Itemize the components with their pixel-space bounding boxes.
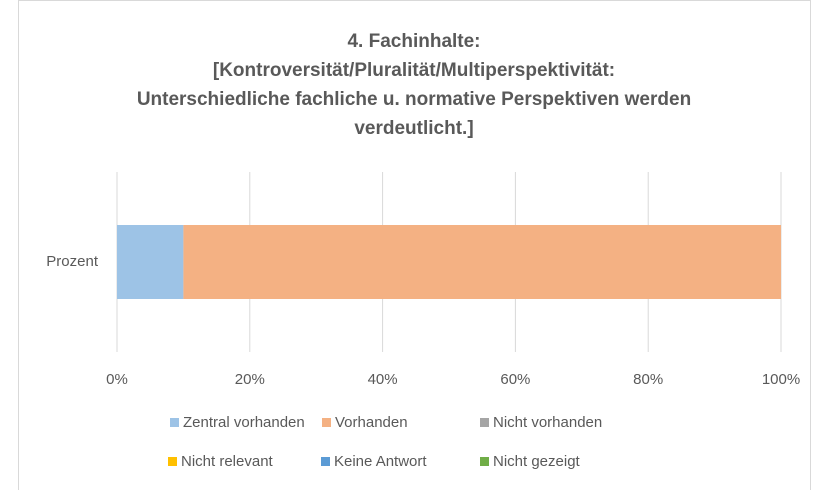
legend-swatch bbox=[322, 418, 331, 427]
legend-label: Vorhanden bbox=[335, 414, 408, 431]
x-tick-label: 100% bbox=[762, 371, 800, 388]
y-tick-label: Prozent bbox=[46, 253, 99, 270]
x-tick-label: 80% bbox=[633, 371, 663, 388]
legend-label: Keine Antwort bbox=[334, 453, 427, 470]
x-tick-label: 0% bbox=[106, 371, 128, 388]
legend-swatch bbox=[321, 457, 330, 466]
legend-swatch bbox=[480, 418, 489, 427]
chart-title: [Kontroversität/Pluralität/Multiperspekt… bbox=[213, 60, 615, 81]
x-tick-label: 60% bbox=[500, 371, 530, 388]
chart-title: verdeutlicht.] bbox=[354, 118, 473, 139]
legend-label: Nicht relevant bbox=[181, 453, 274, 470]
x-tick-label: 20% bbox=[235, 371, 265, 388]
chart-title: Unterschiedliche fachliche u. normative … bbox=[137, 89, 691, 110]
legend-swatch bbox=[480, 457, 489, 466]
bar-segment bbox=[183, 225, 781, 299]
legend-swatch bbox=[170, 418, 179, 427]
chart-title: 4. Fachinhalte: bbox=[347, 31, 480, 52]
x-tick-label: 40% bbox=[368, 371, 398, 388]
legend-label: Nicht gezeigt bbox=[493, 453, 581, 470]
bar-segment bbox=[117, 225, 184, 299]
legend-label: Zentral vorhanden bbox=[183, 414, 305, 431]
legend-label: Nicht vorhanden bbox=[493, 414, 602, 431]
legend-swatch bbox=[168, 457, 177, 466]
